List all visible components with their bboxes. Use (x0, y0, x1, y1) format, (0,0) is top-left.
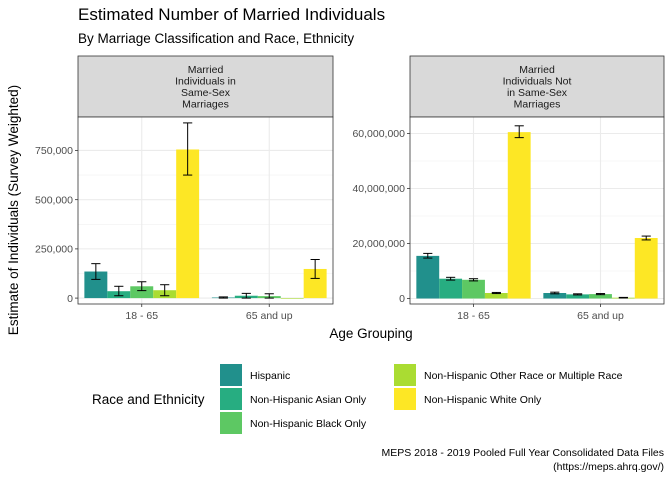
legend-swatch (220, 388, 242, 410)
error-bar (595, 293, 606, 296)
error-bar (514, 125, 524, 139)
legend-label: Hispanic (250, 370, 290, 382)
error-bar (310, 259, 320, 279)
bar (303, 268, 327, 299)
plot-border (409, 116, 665, 305)
facet-strip-label: Married (188, 64, 224, 76)
y-tick-label: 40,000,000 (352, 183, 405, 195)
caption-url: (https://meps.ahrq.gov/) (553, 461, 664, 473)
legend-swatch (220, 364, 242, 386)
legend-label: Non-Hispanic Other Race or Multiple Race (424, 370, 623, 382)
bar (589, 294, 612, 299)
y-tick-label: 250,000 (35, 244, 73, 256)
legend-label: Non-Hispanic White Only (424, 394, 542, 406)
error-bar (423, 252, 433, 259)
facet-strip (77, 55, 334, 118)
facet-strip (409, 55, 665, 118)
error-bar (573, 293, 583, 296)
error-bar (160, 284, 170, 297)
y-tick-label: 60,000,000 (352, 128, 405, 140)
facet-strip-label: Marriages (514, 99, 561, 111)
legend-title: Race and Ethnicity (92, 392, 205, 407)
bar (130, 286, 154, 299)
x-axis-title: Age Grouping (329, 326, 412, 341)
bar (462, 279, 485, 299)
bar (484, 293, 508, 299)
y-tick-label: 20,000,000 (352, 238, 405, 250)
facet-strip-label: Marriages (182, 99, 229, 111)
legend-label: Non-Hispanic Asian Only (250, 394, 367, 406)
error-bar (641, 235, 651, 241)
facet-strip-label: Individuals Not (503, 76, 572, 88)
facet-strip-label: in Same-Sex (507, 87, 568, 99)
bar (634, 238, 658, 299)
chart-title: Estimated Number of Married Individuals (78, 5, 385, 24)
legend-swatch (394, 388, 416, 410)
y-tick-label: 500,000 (35, 194, 73, 206)
error-bar (446, 276, 456, 281)
x-tick-label: 18 - 65 (125, 310, 158, 322)
error-bar (137, 281, 147, 292)
bar (566, 294, 590, 299)
legend-swatch (220, 412, 242, 434)
bar (280, 298, 304, 299)
bar (176, 149, 200, 299)
y-tick-label: 0 (399, 293, 405, 305)
bar (439, 278, 463, 299)
legend-swatch (394, 364, 416, 386)
error-bar (264, 293, 274, 299)
y-tick-label: 750,000 (35, 145, 73, 157)
legend-label: Non-Hispanic Black Only (250, 418, 367, 430)
bar (507, 132, 531, 299)
facet-strip-label: Individuals in (175, 76, 236, 88)
error-bar (491, 291, 501, 295)
error-bar (183, 122, 193, 176)
x-tick-label: 18 - 65 (457, 310, 490, 322)
facet-strip-label: Married (519, 64, 555, 76)
plot-background (78, 117, 333, 304)
x-tick-label: 65 and up (577, 310, 624, 322)
error-bar (618, 296, 628, 299)
bar (543, 293, 567, 299)
error-bar (241, 292, 251, 299)
y-tick-label: 0 (67, 293, 73, 305)
bar (84, 271, 108, 299)
error-bar (91, 263, 101, 280)
legend: Race and Ethnicity Hispanic Non-Hispanic … (92, 364, 623, 434)
caption-source: MEPS 2018 - 2019 Pooled Full Year Consol… (381, 447, 664, 459)
plot-border (77, 116, 334, 305)
y-axis-title: Estimate of Individuals (Survey Weighted… (6, 85, 21, 335)
facet-strip-label: Same-Sex (181, 87, 231, 99)
chart-subtitle: By Marriage Classification and Race, Eth… (78, 31, 354, 46)
error-bar (468, 278, 479, 282)
bar (416, 255, 440, 299)
x-tick-label: 65 and up (246, 310, 293, 322)
error-bar (550, 291, 560, 295)
error-bar (218, 296, 228, 299)
plot-background (410, 117, 664, 304)
error-bar (114, 285, 124, 297)
